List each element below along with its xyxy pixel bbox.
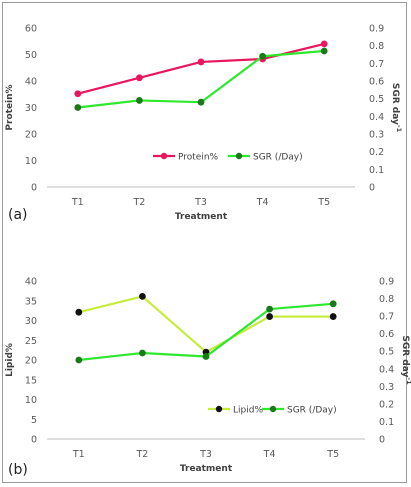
y-tick-label: 50 (25, 50, 37, 61)
y-tick-label: 5 (31, 415, 37, 426)
y-tick-label: 25 (25, 336, 37, 347)
y2-tick-label: 0.3 (379, 382, 394, 393)
y-tick-label: 10 (25, 395, 37, 406)
y-tick-label: 10 (25, 156, 37, 167)
legend-label: Lipid% (233, 406, 263, 416)
data-point (197, 98, 205, 106)
legend-label: SGR (/Day) (253, 153, 303, 163)
data-point (136, 97, 143, 104)
chart-panel-2: 0 5 10 15 20 25 30 35 40 0 0.1 0.2 0.3 0.4 0.5 0.6 0.7 0.… (5, 277, 411, 479)
y2-tick-label: 0.5 (379, 347, 394, 358)
y2-axis-title: SGR day-1 (400, 335, 411, 385)
y-axis-title: Lipid% (5, 343, 15, 377)
y-tick-label: 40 (25, 277, 37, 288)
x-axis-title: Treatment (175, 212, 228, 222)
y2-tick-label: 0.6 (369, 77, 384, 88)
y2-tick-label: 0.4 (379, 364, 394, 375)
legend-entry-2: SGR (/Day) (228, 153, 303, 163)
y2-tick-label: 0.6 (379, 329, 394, 340)
x-tick-label: T2 (135, 449, 148, 460)
y-tick-label: 35 (25, 296, 37, 307)
chart-panel-1: 0 10 20 30 40 50 60 0 0.1 0.2 0.3 0.4 0.5 0.6 0.7 0.8 0.… (5, 24, 403, 224)
y2-tick-label: 0.9 (369, 24, 384, 35)
y-tick-label: 0 (31, 183, 37, 194)
legend-marker (269, 405, 277, 413)
y2-tick-label: 0.1 (379, 417, 394, 428)
x-tick-label: T3 (194, 197, 207, 208)
x-tick-label: T4 (256, 197, 269, 208)
data-point (197, 58, 205, 66)
data-point (74, 90, 82, 98)
data-point (266, 305, 273, 313)
series-line-1 (77, 42, 325, 95)
legend-marker (235, 152, 243, 160)
x-tick-label: T1 (71, 197, 84, 208)
y-tick-label: 30 (25, 316, 37, 327)
y-tick-label: 15 (25, 375, 37, 386)
y2-tick-label: 0.1 (369, 165, 384, 176)
y2-tick-label: 0.9 (379, 277, 394, 288)
legend-entry-1: Lipid% (208, 406, 263, 416)
data-point (139, 293, 146, 300)
x-tick-label: T3 (199, 449, 212, 460)
y-tick-label: 40 (25, 77, 37, 88)
y2-tick-label: 0 (369, 183, 375, 194)
x-tick-label: T4 (263, 449, 276, 460)
y-tick-label: 20 (25, 130, 37, 141)
y-tick-label: 0 (31, 435, 37, 446)
data-point (139, 349, 146, 357)
y2-tick-label: 0 (379, 435, 385, 446)
y2-tick-label: 0.2 (369, 147, 384, 158)
series-line-1 (78, 295, 334, 354)
y2-tick-label: 0.7 (379, 312, 394, 323)
y-tick-label: 30 (25, 103, 37, 114)
data-point (74, 104, 82, 111)
panel-label: (b) (8, 462, 28, 478)
y2-tick-label: 0.8 (369, 41, 384, 52)
figure-frame (2, 2, 407, 483)
legend-label: SGR (/Day) (287, 406, 337, 416)
x-tick-label: T5 (326, 449, 339, 460)
legend-entry-2: SGR (/Day) (262, 406, 337, 416)
data-point (136, 74, 143, 82)
data-point (320, 47, 328, 55)
data-point (202, 353, 210, 360)
y2-tick-label: 0.3 (369, 130, 384, 141)
y2-tick-label: 0.7 (369, 59, 384, 70)
y-tick-label: 60 (25, 24, 37, 35)
data-point (259, 52, 266, 60)
x-tick-label: T2 (132, 197, 145, 208)
y2-tick-label: 0.4 (369, 112, 384, 123)
legend-marker (215, 405, 223, 413)
x-tick-label: T5 (317, 197, 330, 208)
panel-label: (a) (8, 207, 28, 223)
y2-tick-label: 0.2 (379, 399, 394, 410)
data-point (320, 40, 328, 48)
y-tick-label: 20 (25, 356, 37, 367)
data-point (75, 356, 83, 364)
x-axis-title: Treatment (180, 464, 233, 474)
data-point (329, 300, 337, 308)
x-tick-label: T1 (72, 449, 85, 460)
legend-label: Protein% (178, 153, 219, 163)
data-point (329, 313, 337, 320)
y-axis-title: Protein% (5, 84, 15, 130)
data-point (266, 313, 273, 320)
y2-axis-title: SGR day-1 (390, 83, 403, 133)
y2-tick-label: 0.8 (379, 294, 394, 305)
data-point (75, 308, 83, 316)
y2-tick-label: 0.5 (369, 94, 384, 105)
legend-marker (160, 152, 168, 160)
legend-entry-1: Protein% (153, 153, 219, 163)
